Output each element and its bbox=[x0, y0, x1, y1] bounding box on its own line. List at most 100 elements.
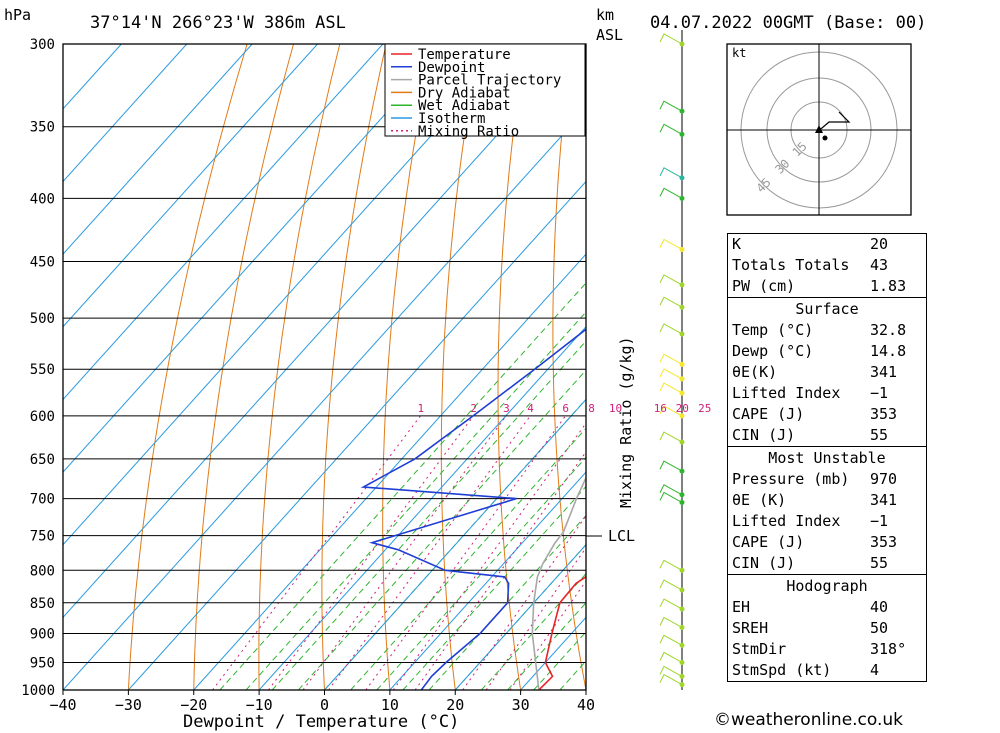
wind-barb bbox=[659, 123, 683, 135]
height-unit-label-top: km bbox=[596, 6, 614, 24]
stat-label: EH bbox=[732, 598, 751, 616]
stat-label: PW (cm) bbox=[732, 277, 796, 295]
stat-row: Dewp (°C) 14.8 bbox=[728, 341, 926, 362]
x-tick-label: 30 bbox=[512, 696, 530, 714]
isotherm bbox=[258, 326, 586, 690]
temperature-line bbox=[538, 575, 586, 690]
credit-link[interactable]: ©weatheronline.co.uk bbox=[714, 710, 904, 730]
stat-value: 14.8 bbox=[870, 342, 907, 360]
isotherm bbox=[63, 44, 318, 328]
pressure-tick-label: 700 bbox=[30, 492, 55, 508]
stat-value: 55 bbox=[870, 426, 889, 444]
mixing-ratio-label: 6 bbox=[562, 402, 569, 415]
stat-label: Lifted Index bbox=[732, 384, 841, 402]
stat-label: Pressure (mb) bbox=[732, 470, 850, 488]
dewpoint-line bbox=[360, 328, 586, 690]
stat-row: Pressure (mb) 970 bbox=[728, 469, 926, 490]
stat-value: 20 bbox=[870, 235, 889, 253]
dry-adiabat bbox=[193, 44, 294, 690]
hodograph-point bbox=[822, 135, 828, 141]
pressure-tick-label: 300 bbox=[30, 37, 55, 53]
wind-barb bbox=[659, 484, 683, 496]
isotherm bbox=[63, 108, 586, 690]
wet-adiabat bbox=[219, 282, 586, 690]
mixing-ratio-label: 1 bbox=[417, 402, 424, 415]
mixing-ratio-label: 3 bbox=[503, 402, 510, 415]
dry-adiabat bbox=[497, 44, 526, 690]
stat-value: 55 bbox=[870, 554, 889, 572]
wind-barb bbox=[659, 100, 683, 112]
legend-label: Isotherm bbox=[418, 111, 485, 127]
mixing-ratio-label: 8 bbox=[588, 402, 595, 415]
stat-label: Temp (°C) bbox=[732, 321, 814, 339]
wind-barb bbox=[659, 167, 683, 179]
wind-barb bbox=[659, 353, 683, 365]
stat-label: θE(K) bbox=[732, 363, 778, 381]
stat-row: CIN (J) 55 bbox=[728, 553, 926, 574]
pressure-tick-label: 550 bbox=[30, 362, 55, 378]
pressure-tick-label: 800 bbox=[30, 563, 55, 579]
wind-barb bbox=[659, 187, 683, 199]
stat-row: SREH 50 bbox=[728, 618, 926, 639]
stat-row: CIN (J) 55 bbox=[728, 425, 926, 446]
wind-barb bbox=[659, 296, 683, 308]
stat-label: Lifted Index bbox=[732, 512, 841, 530]
pressure-tick-label: 1000 bbox=[21, 683, 55, 699]
mixing-ratio-label: 2 bbox=[470, 402, 477, 415]
hodograph-stats-title: Hodograph bbox=[786, 577, 868, 595]
isotherm bbox=[454, 543, 586, 690]
chart-series bbox=[360, 328, 586, 690]
stat-label: K bbox=[732, 235, 742, 253]
legend-label: Dewpoint bbox=[418, 60, 485, 76]
dry-adiabat bbox=[989, 44, 1000, 690]
mixing-ratio-line bbox=[462, 514, 586, 690]
dry-adiabat bbox=[658, 44, 717, 690]
wind-barb bbox=[659, 579, 683, 591]
stat-label: CAPE (J) bbox=[732, 533, 805, 551]
stat-row: Temp (°C) 32.8 bbox=[728, 320, 926, 341]
isotherm bbox=[389, 471, 586, 690]
wind-barb bbox=[659, 651, 683, 663]
stat-value: 341 bbox=[870, 363, 898, 381]
stat-label: Dewp (°C) bbox=[732, 342, 814, 360]
wind-barb bbox=[659, 673, 683, 686]
mixing-ratio-line bbox=[414, 451, 586, 690]
pressure-tick-label: 650 bbox=[30, 452, 55, 468]
pressure-tick-label: 500 bbox=[30, 311, 55, 327]
dry-adiabat bbox=[382, 44, 433, 690]
stat-label: StmSpd (kt) bbox=[732, 661, 832, 679]
stats-hodograph: Hodograph EH 40 SREH 50 StmDir 318° StmSpd … bbox=[727, 574, 927, 682]
isotherm bbox=[63, 44, 188, 183]
mixing-ratio-line bbox=[365, 415, 566, 690]
stat-value: 4 bbox=[870, 661, 880, 679]
stat-row: StmSpd (kt) 4 bbox=[728, 660, 926, 681]
isotherm bbox=[63, 44, 384, 401]
x-tick-label: 40 bbox=[577, 696, 595, 714]
stat-label: Totals Totals bbox=[732, 256, 850, 274]
wind-barb bbox=[659, 460, 683, 472]
stat-value: 353 bbox=[870, 533, 898, 551]
mixing-ratio-label: 20 bbox=[676, 402, 689, 415]
stat-row: StmDir 318° bbox=[728, 639, 926, 660]
stat-label: SREH bbox=[732, 619, 769, 637]
mixing-ratio-label: 10 bbox=[609, 402, 622, 415]
wind-barb bbox=[659, 431, 683, 443]
height-unit-label-bottom: ASL bbox=[596, 26, 623, 44]
pressure-tick-label: 850 bbox=[30, 596, 55, 612]
wind-barb-column bbox=[659, 30, 685, 690]
pressure-unit-label: hPa bbox=[4, 6, 31, 24]
mixing-ratio-label: 4 bbox=[527, 402, 534, 415]
mixing-ratio-label: 25 bbox=[698, 402, 711, 415]
isotherm bbox=[63, 44, 253, 255]
stat-label: CAPE (J) bbox=[732, 405, 805, 423]
stat-label: CIN (J) bbox=[732, 426, 796, 444]
x-tick-label: −40 bbox=[49, 696, 76, 714]
wind-barb bbox=[659, 665, 683, 677]
most-unstable-title: Most Unstable bbox=[768, 449, 886, 467]
mixing-ratio-label: 16 bbox=[654, 402, 667, 415]
surface-title: Surface bbox=[795, 300, 859, 318]
hodograph-unit-label: kt bbox=[732, 46, 746, 60]
stat-row: θE(K) 341 bbox=[728, 362, 926, 383]
pressure-tick-label: 450 bbox=[30, 255, 55, 271]
